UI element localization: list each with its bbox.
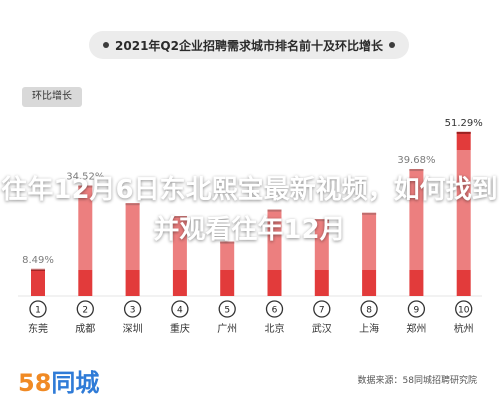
x-tick-label-1: 东莞 bbox=[28, 322, 48, 335]
value-label-1: 8.49% bbox=[22, 255, 54, 266]
bar-cap-1 bbox=[31, 268, 45, 271]
rank-circle-8 bbox=[360, 300, 378, 318]
rank-circle-6 bbox=[265, 300, 284, 318]
rank-circle-10 bbox=[455, 300, 473, 318]
bar-cap-7 bbox=[314, 219, 329, 222]
y-axis-tag: 环比增长 bbox=[22, 87, 82, 107]
x-tick-label-7: 武汉 bbox=[312, 322, 332, 335]
value-label-10: 51.29% bbox=[445, 118, 483, 129]
chart-title-pill: 2021年Q2企业招聘需求城市排名前十及环比增长 bbox=[89, 31, 409, 59]
x-tick-label-5: 广州 bbox=[217, 323, 237, 335]
x-tick-label-2: 成都 bbox=[75, 323, 95, 335]
bar-cap-10 bbox=[456, 131, 471, 134]
x-tick-label-6: 北京 bbox=[265, 322, 285, 335]
value-label-2: 34.52% bbox=[66, 172, 104, 183]
title-dot-left bbox=[103, 42, 110, 48]
bar-1 bbox=[31, 268, 45, 296]
bar-5 bbox=[220, 241, 235, 296]
rank-number-10: 10 bbox=[458, 306, 470, 316]
rank-circle-9 bbox=[407, 300, 426, 318]
bar-10 bbox=[456, 131, 471, 296]
rank-number-9: 9 bbox=[414, 306, 420, 316]
bar-4 bbox=[172, 216, 187, 296]
rank-number-6: 6 bbox=[272, 306, 278, 316]
bar-cap-3 bbox=[125, 203, 140, 206]
x-tick-label-4: 重庆 bbox=[170, 322, 190, 335]
bar-6 bbox=[267, 209, 282, 296]
bar-cap-5 bbox=[220, 241, 235, 244]
data-source: 数据来源：58同城招聘研究院 bbox=[357, 376, 477, 386]
bar-9 bbox=[409, 169, 424, 296]
rank-circle-1 bbox=[29, 300, 47, 318]
rank-number-8: 8 bbox=[366, 306, 372, 316]
title-dot-right bbox=[388, 42, 395, 48]
logo-number: 58 bbox=[18, 369, 52, 397]
bar-cap-6 bbox=[267, 209, 282, 212]
rank-number-7: 7 bbox=[319, 306, 325, 316]
bar-3 bbox=[125, 203, 140, 296]
rank-number-4: 4 bbox=[177, 306, 183, 316]
rank-number-3: 3 bbox=[130, 306, 136, 316]
bar-7 bbox=[314, 219, 329, 296]
value-label-9: 39.68% bbox=[397, 155, 435, 166]
bar-8 bbox=[362, 212, 377, 296]
bar-cap-8 bbox=[362, 212, 377, 215]
logo-text: 同城 bbox=[51, 369, 100, 397]
chart-title: 2021年Q2企业招聘需求城市排名前十及环比增长 bbox=[115, 38, 383, 53]
rank-number-5: 5 bbox=[224, 306, 230, 316]
rank-circle-3 bbox=[123, 300, 142, 318]
bar-cap-4 bbox=[172, 216, 187, 218]
text-overlay-band bbox=[0, 150, 499, 270]
bar-2 bbox=[78, 185, 93, 296]
bar-cap-9 bbox=[409, 169, 424, 172]
rank-number-2: 2 bbox=[82, 306, 88, 316]
rank-circle-4 bbox=[171, 300, 189, 318]
overlay-headline: 往年12月6日东北熙宝最新视频，如何找到并观看往年12月 bbox=[1, 175, 498, 245]
x-tick-label-10: 杭州 bbox=[454, 322, 474, 335]
rank-number-1: 1 bbox=[35, 306, 41, 316]
rank-circle-5 bbox=[218, 300, 236, 318]
x-tick-label-9: 郑州 bbox=[406, 322, 426, 335]
bar-cap-2 bbox=[78, 185, 93, 188]
brand-logo: 58同城 bbox=[18, 363, 99, 398]
rank-circle-7 bbox=[313, 300, 331, 318]
x-tick-label-8: 上海 bbox=[359, 322, 379, 335]
x-tick-label-3: 深圳 bbox=[123, 323, 143, 335]
rank-circle-2 bbox=[76, 300, 94, 318]
